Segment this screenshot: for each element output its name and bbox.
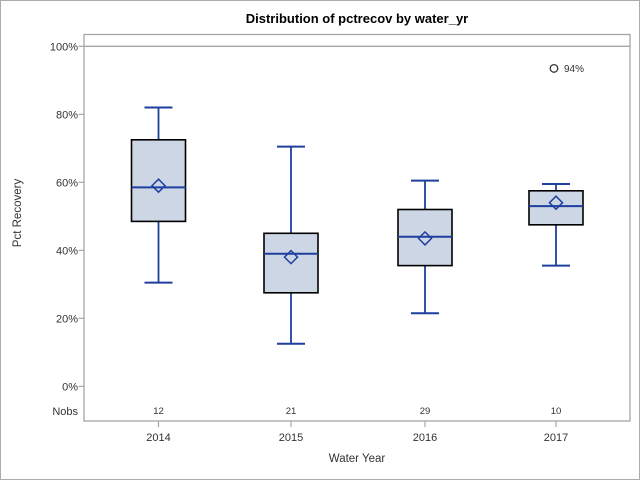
nobs-value-2014: 12 xyxy=(153,406,164,417)
plot-area-border xyxy=(83,33,631,422)
mean-diamond-2016 xyxy=(417,230,433,246)
y-tick-label: 60% xyxy=(56,177,78,189)
nobs-value-2017: 10 xyxy=(551,406,562,417)
y-tick-label: 0% xyxy=(62,381,78,393)
iqr-box-2014 xyxy=(130,139,187,223)
outlier-marker-2017 xyxy=(549,63,559,73)
mean-diamond-2015 xyxy=(283,249,299,265)
y-tick-label: 100% xyxy=(50,41,78,53)
nobs-row-label: Nobs xyxy=(52,406,78,418)
plot-content: 0% 20% 40% 60% 80% 100% 12 2014 21 2015 29 2016 94% 1… xyxy=(50,33,631,444)
nobs-value-2015: 21 xyxy=(286,406,297,417)
x-tick-label-2014: 2014 xyxy=(146,432,170,444)
x-tick-label-2017: 2017 xyxy=(544,432,568,444)
y-axis-title: Pct Recovery xyxy=(12,179,24,248)
x-tick-label-2015: 2015 xyxy=(279,432,303,444)
x-axis-title: Water Year xyxy=(329,453,386,465)
y-tick-label: 40% xyxy=(56,245,78,257)
mean-diamond-2017 xyxy=(548,195,564,211)
x-tick-label-2016: 2016 xyxy=(413,432,437,444)
outlier-label-2017: 94% xyxy=(564,64,584,75)
nobs-value-2016: 29 xyxy=(420,406,431,417)
chart-title: Distribution of pctrecov by water_yr xyxy=(246,11,469,26)
mean-diamond-2014 xyxy=(150,178,167,194)
y-tick-label: 80% xyxy=(56,109,78,121)
y-tick-label: 20% xyxy=(56,313,78,325)
